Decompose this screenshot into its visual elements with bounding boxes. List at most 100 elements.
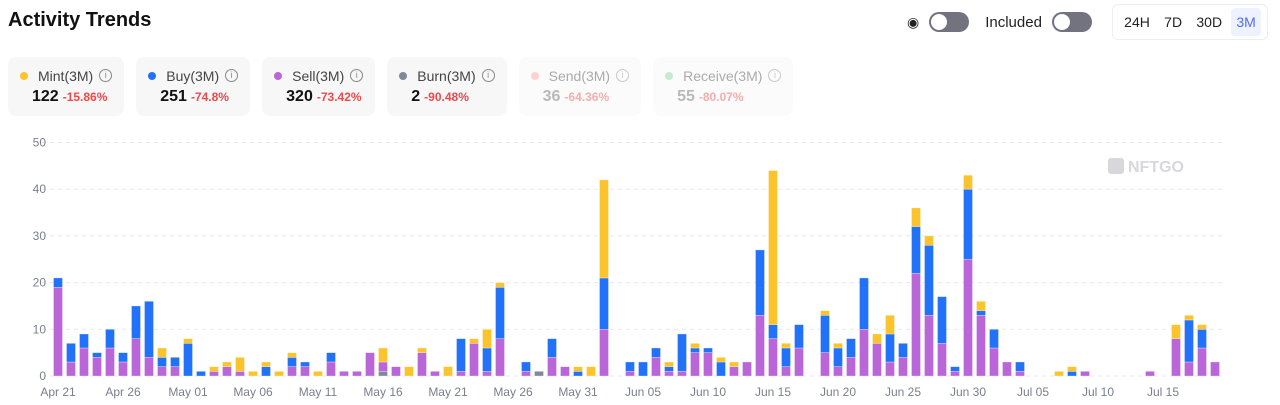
- bar-buy[interactable]: [755, 249, 765, 316]
- bar-sell[interactable]: [599, 329, 609, 377]
- bar-buy[interactable]: [170, 357, 180, 367]
- bar-sell[interactable]: [768, 338, 778, 377]
- bar-sell[interactable]: [859, 329, 869, 377]
- bar-mint[interactable]: [820, 310, 830, 316]
- bar-sell[interactable]: [820, 352, 830, 377]
- bar-sell[interactable]: [235, 371, 245, 377]
- bar-mint[interactable]: [768, 170, 778, 325]
- bar-buy[interactable]: [768, 324, 778, 339]
- tab-30d[interactable]: 30D: [1196, 14, 1223, 30]
- bar-buy[interactable]: [690, 347, 700, 353]
- bar-sell[interactable]: [495, 338, 505, 377]
- bar-sell[interactable]: [131, 338, 141, 377]
- bar-sell[interactable]: [300, 366, 310, 377]
- bar-buy[interactable]: [482, 347, 492, 372]
- bar-sell[interactable]: [898, 357, 908, 377]
- bar-sell[interactable]: [209, 371, 219, 377]
- bar-buy[interactable]: [651, 347, 661, 358]
- bar-buy[interactable]: [794, 324, 804, 349]
- bar-buy[interactable]: [911, 226, 921, 274]
- bar-buy[interactable]: [638, 361, 648, 377]
- bar-sell[interactable]: [222, 366, 232, 377]
- bar-mint[interactable]: [404, 366, 414, 377]
- bar-buy[interactable]: [118, 352, 128, 363]
- metric-card-buy[interactable]: Buy(3M) i 251 -74.8%: [136, 57, 251, 116]
- bar-sell[interactable]: [989, 347, 999, 377]
- bar-mint[interactable]: [963, 174, 973, 190]
- metric-card-send[interactable]: Send(3M) i 36 -64.36%: [518, 57, 642, 116]
- bar-buy[interactable]: [157, 357, 167, 367]
- bar-sell[interactable]: [1002, 361, 1012, 377]
- bar-mint[interactable]: [443, 366, 453, 377]
- bar-buy[interactable]: [196, 371, 206, 377]
- info-icon[interactable]: i: [616, 69, 630, 82]
- bar-sell[interactable]: [885, 361, 895, 377]
- metric-card-sell[interactable]: Sell(3M) i 320 -73.42%: [262, 57, 376, 116]
- bar-buy[interactable]: [1197, 329, 1207, 349]
- bar-sell[interactable]: [976, 314, 986, 377]
- bar-buy[interactable]: [547, 338, 557, 358]
- bar-sell[interactable]: [456, 371, 466, 377]
- bar-burn[interactable]: [378, 371, 388, 377]
- bar-sell[interactable]: [378, 361, 388, 372]
- metric-card-receive[interactable]: Receive(3M) i 55 -80.07%: [653, 57, 794, 116]
- bar-sell[interactable]: [794, 347, 804, 377]
- bar-mint[interactable]: [261, 361, 271, 367]
- bar-sell[interactable]: [79, 347, 89, 377]
- bar-sell[interactable]: [833, 366, 843, 377]
- bar-mint[interactable]: [157, 347, 167, 358]
- bar-buy[interactable]: [833, 347, 843, 367]
- bar-buy[interactable]: [456, 338, 466, 372]
- bar-buy[interactable]: [937, 296, 947, 344]
- bar-mint[interactable]: [885, 314, 895, 335]
- bar-buy[interactable]: [92, 352, 102, 358]
- bar-buy[interactable]: [495, 286, 505, 339]
- bar-buy[interactable]: [53, 277, 63, 288]
- bar-mint[interactable]: [1184, 314, 1194, 321]
- bar-buy[interactable]: [976, 310, 986, 316]
- bar-sell[interactable]: [144, 357, 154, 377]
- bar-burn[interactable]: [534, 371, 544, 377]
- bar-sell[interactable]: [53, 286, 63, 377]
- bar-sell[interactable]: [1184, 361, 1194, 377]
- bar-sell[interactable]: [365, 352, 375, 377]
- bar-sell[interactable]: [729, 366, 739, 377]
- bar-mint[interactable]: [495, 282, 505, 288]
- bar-sell[interactable]: [742, 361, 752, 377]
- bar-buy[interactable]: [1067, 371, 1077, 377]
- bar-mint[interactable]: [378, 347, 388, 363]
- bar-mint[interactable]: [287, 352, 297, 358]
- bar-sell[interactable]: [66, 361, 76, 377]
- bar-sell[interactable]: [118, 361, 128, 377]
- bar-sell[interactable]: [664, 371, 674, 377]
- bar-sell[interactable]: [352, 371, 362, 377]
- info-icon[interactable]: i: [481, 69, 495, 82]
- bar-mint[interactable]: [183, 338, 193, 344]
- bar-buy[interactable]: [963, 188, 973, 260]
- bar-mint[interactable]: [573, 366, 583, 372]
- bar-mint[interactable]: [911, 207, 921, 227]
- bar-mint[interactable]: [872, 333, 882, 344]
- info-icon[interactable]: i: [99, 69, 113, 82]
- bar-buy[interactable]: [716, 361, 726, 377]
- bar-sell[interactable]: [846, 357, 856, 377]
- bar-sell[interactable]: [469, 343, 479, 377]
- bar-buy[interactable]: [664, 366, 674, 372]
- bar-mint[interactable]: [664, 361, 674, 367]
- bar-sell[interactable]: [872, 343, 882, 377]
- bar-mint[interactable]: [235, 357, 245, 372]
- bar-sell[interactable]: [963, 258, 973, 377]
- bar-buy[interactable]: [66, 343, 76, 363]
- bar-buy[interactable]: [846, 338, 856, 358]
- bar-mint[interactable]: [209, 366, 219, 372]
- bar-buy[interactable]: [599, 277, 609, 330]
- bar-sell[interactable]: [755, 314, 765, 377]
- bar-mint[interactable]: [274, 371, 284, 377]
- metric-card-mint[interactable]: Mint(3M) i 122 -15.86%: [8, 57, 125, 116]
- bar-sell[interactable]: [105, 347, 115, 377]
- info-icon[interactable]: i: [350, 69, 364, 82]
- bar-mint[interactable]: [482, 329, 492, 349]
- bar-mint[interactable]: [1171, 324, 1181, 339]
- metric-card-burn[interactable]: Burn(3M) i 2 -90.48%: [387, 57, 507, 116]
- tab-24h[interactable]: 24H: [1124, 14, 1150, 30]
